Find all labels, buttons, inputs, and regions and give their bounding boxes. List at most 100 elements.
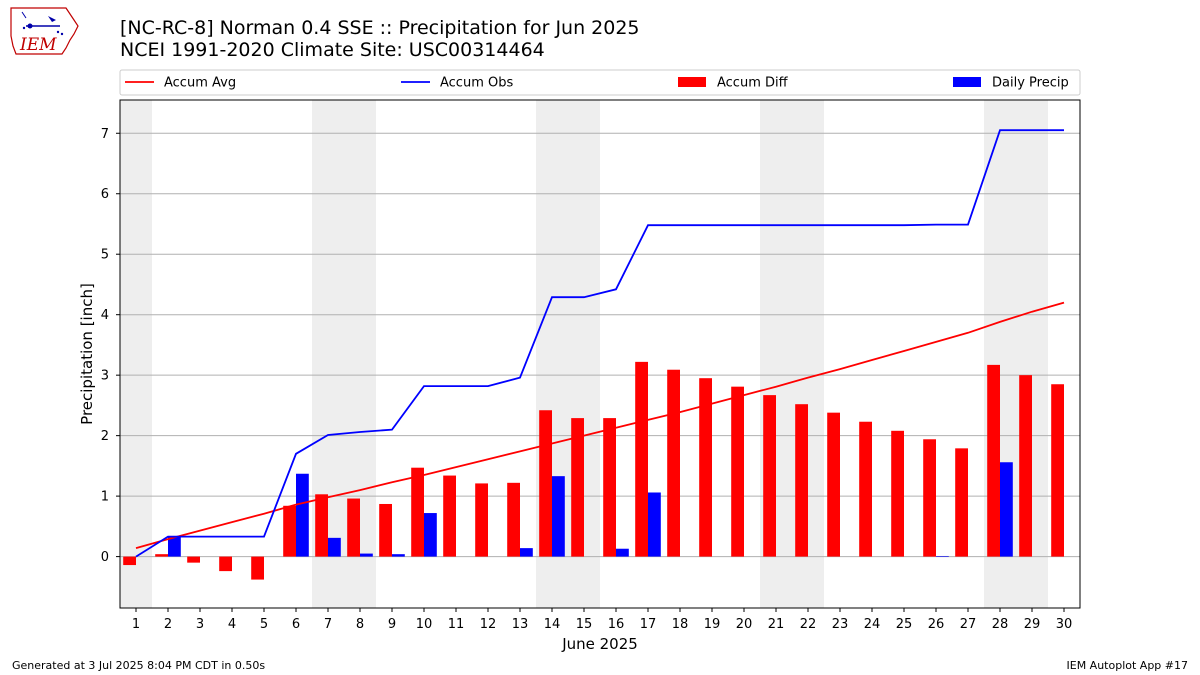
x-tick-label: 1: [132, 617, 140, 632]
accum-diff-bar-day-9: [379, 503, 392, 557]
accum-diff-bar-day-25: [891, 430, 904, 557]
accum-diff-bar-day-7: [315, 494, 328, 557]
daily-precip-bar-day-14: [552, 476, 565, 557]
x-tick-label: 7: [324, 617, 332, 632]
legend-label: Accum Obs: [440, 76, 513, 91]
lines: [135, 129, 1065, 558]
daily-precip-bar-day-2: [168, 536, 181, 557]
accum-diff-bar-day-23: [827, 412, 840, 557]
y-tick-label: 2: [101, 429, 109, 444]
legend-label: Accum Diff: [717, 76, 789, 91]
x-tick-label: 22: [800, 617, 817, 632]
accum-diff-bar-day-10: [411, 467, 424, 557]
x-tick-label: 3: [196, 617, 204, 632]
y-tick-label: 5: [101, 248, 109, 263]
x-tick-label: 25: [896, 617, 913, 632]
y-tick-label: 6: [101, 187, 109, 202]
x-axis-label: June 2025: [561, 635, 638, 653]
daily-precip-bar-day-10: [424, 513, 437, 557]
legend-accum-obs: Accum Obs: [401, 76, 513, 91]
legend-accum-avg: Accum Avg: [125, 76, 236, 91]
x-tick-label: 5: [260, 617, 268, 632]
daily-precip-bar-day-9: [392, 554, 405, 557]
legend-label: Accum Avg: [164, 76, 236, 91]
accum-diff-bar-day-12: [475, 483, 488, 557]
y-axis-label: Precipitation [inch]: [78, 283, 96, 425]
bars: [123, 361, 1064, 580]
legend-swatch: [678, 77, 706, 87]
legend-box: [119, 69, 1081, 96]
x-tick-label: 10: [416, 617, 433, 632]
daily-precip-bar-day-7: [328, 537, 341, 557]
accum-diff-bar-day-13: [507, 482, 520, 557]
accum-obs-line: [135, 129, 1064, 558]
daily-precip-bar-day-16: [616, 548, 629, 557]
accum-diff-bar-day-26: [923, 439, 936, 557]
y-tick-label: 4: [101, 308, 109, 323]
iem-logo: IEM: [8, 6, 80, 58]
x-tick-label: 16: [608, 617, 625, 632]
accum-diff-bar-day-8: [347, 498, 360, 557]
x-tick-label: 13: [512, 617, 529, 632]
accum-diff-bar-day-14: [539, 410, 552, 557]
accum-diff-bar-day-24: [859, 421, 872, 557]
x-tick-label: 17: [640, 617, 657, 632]
x-tick-label: 12: [480, 617, 497, 632]
accum-diff-bar-day-1: [123, 556, 136, 566]
plot-frame: [119, 99, 1081, 609]
x-tick-label: 29: [1024, 617, 1041, 632]
generated-timestamp: Generated at 3 Jul 2025 8:04 PM CDT in 0…: [12, 659, 266, 672]
x-tick-label: 28: [992, 617, 1009, 632]
x-tick-label: 23: [832, 617, 849, 632]
accum-diff-bar-day-15: [571, 418, 584, 557]
x-tick-label: 14: [544, 617, 561, 632]
page-title: [NC-RC-8] Norman 0.4 SSE :: Precipitatio…: [120, 17, 640, 39]
x-tick-label: 30: [1056, 617, 1073, 632]
x-tick-label: 15: [576, 617, 593, 632]
x-tick-label: 8: [356, 617, 364, 632]
daily-precip-bar-day-6: [296, 473, 309, 557]
legend: Accum Avg Accum Obs Accum Diff Daily Precip: [119, 69, 1081, 96]
y-tick-label: 3: [101, 369, 109, 384]
accum-diff-bar-day-2: [155, 554, 168, 557]
x-tick-label: 26: [928, 617, 945, 632]
horizontal-gridlines: [120, 132, 1080, 558]
legend-daily-precip: Daily Precip: [953, 76, 1069, 91]
logo-text: IEM: [19, 35, 57, 55]
x-tick-label: 11: [448, 617, 465, 632]
legend-swatch: [953, 77, 981, 87]
x-tick-label: 27: [960, 617, 977, 632]
accum-diff-bar-day-19: [699, 378, 712, 557]
y-tick-label: 0: [101, 550, 109, 565]
app-credit: IEM Autoplot App #17: [1066, 659, 1189, 672]
x-tick-label: 19: [704, 617, 721, 632]
accum-avg-line: [135, 301, 1065, 549]
legend-accum-diff: Accum Diff: [678, 76, 789, 91]
daily-precip-bar-day-17: [648, 492, 661, 557]
daily-precip-bar-day-26: [936, 555, 949, 557]
daily-precip-bar-day-28: [1000, 462, 1013, 557]
accum-diff-bar-day-5: [251, 556, 264, 580]
y-tick-label: 7: [101, 127, 109, 142]
x-tick-label: 2: [164, 617, 172, 632]
accum-diff-bar-day-17: [635, 361, 648, 557]
page-subtitle: NCEI 1991-2020 Climate Site: USC00314464: [120, 39, 545, 61]
x-tick-label: 20: [736, 617, 753, 632]
x-tick-label: 6: [292, 617, 300, 632]
x-tick-label: 24: [864, 617, 881, 632]
daily-precip-bar-day-13: [520, 548, 533, 557]
accum-diff-bar-day-27: [955, 448, 968, 557]
x-tick-label: 18: [672, 617, 689, 632]
accum-diff-bar-day-20: [731, 386, 744, 557]
x-tick-label: 9: [388, 617, 396, 632]
weekend-shading: [120, 100, 1048, 608]
legend-label: Daily Precip: [992, 76, 1069, 91]
accum-diff-bar-day-28: [987, 364, 1000, 557]
accum-diff-bar-day-22: [795, 404, 808, 557]
x-tick-label: 4: [228, 617, 236, 632]
daily-precip-bar-day-8: [360, 553, 373, 557]
accum-diff-bar-day-21: [763, 395, 776, 557]
accum-diff-bar-day-3: [187, 556, 200, 563]
accum-diff-bar-day-30: [1051, 384, 1064, 557]
